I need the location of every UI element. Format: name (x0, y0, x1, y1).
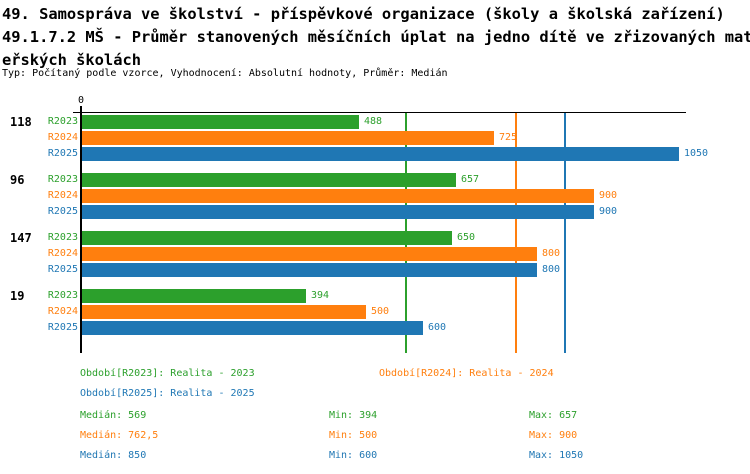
bar-r2025 (82, 147, 679, 161)
bar-r2024 (82, 247, 537, 261)
bar-value-label: 488 (364, 116, 383, 127)
bar-value-label: 650 (457, 232, 476, 243)
group-label: 147 (10, 231, 32, 245)
stat-min-r2024: Min: 500 (329, 430, 378, 441)
bar-r2023 (82, 231, 452, 245)
legend-item-r2025: Období[R2025]: Realita - 2025 (80, 388, 255, 399)
stat-max-r2024: Max: 900 (529, 430, 578, 441)
bar-value-label: 800 (542, 264, 561, 275)
page-title-line-3: eřských školách (2, 51, 141, 69)
stat-min-r2023: Min: 394 (329, 410, 378, 421)
bar-r2025 (82, 205, 594, 219)
group-label: 96 (10, 173, 25, 187)
group-label: 19 (10, 289, 25, 303)
page-title-line-1: 49. Samospráva ve školství - příspěvkové… (2, 5, 725, 23)
series-row-label-r2024: R2024 (47, 306, 78, 317)
bar-r2023 (82, 115, 359, 129)
bar-r2023 (82, 289, 306, 303)
series-row-label-r2023: R2023 (47, 232, 78, 243)
bar-value-label: 900 (599, 206, 618, 217)
bar-r2024 (82, 189, 594, 203)
bar-r2023 (82, 173, 456, 187)
bar-r2024 (82, 131, 494, 145)
bar-value-label: 800 (542, 248, 561, 259)
bar-r2025 (82, 263, 537, 277)
bar-value-label: 725 (499, 132, 518, 143)
series-row-label-r2025: R2025 (47, 322, 78, 333)
median-guide-line-r2024 (515, 113, 517, 353)
median-guide-line-r2025 (564, 113, 566, 353)
bar-r2024 (82, 305, 366, 319)
group-label: 118 (10, 115, 32, 129)
series-row-label-r2025: R2025 (47, 148, 78, 159)
stat-median-r2023: Medián: 569 (80, 410, 147, 421)
series-row-label-r2024: R2024 (47, 132, 78, 143)
x-axis-line (80, 112, 686, 113)
page-title-line-2: 49.1.7.2 MŠ - Průměr stanovených měsíční… (2, 28, 750, 46)
bar-value-label: 500 (371, 306, 390, 317)
legend-item-r2024: Období[R2024]: Realita - 2024 (379, 368, 554, 379)
bar-value-label: 657 (461, 174, 480, 185)
series-row-label-r2023: R2023 (47, 116, 78, 127)
chart-subtitle: Typ: Počítaný podle vzorce, Vyhodnocení:… (2, 68, 448, 79)
bar-value-label: 900 (599, 190, 618, 201)
bar-r2025 (82, 321, 423, 335)
stat-min-r2025: Min: 600 (329, 450, 378, 461)
series-row-label-r2025: R2025 (47, 264, 78, 275)
series-row-label-r2023: R2023 (47, 174, 78, 185)
stat-max-r2023: Max: 657 (529, 410, 578, 421)
stat-max-r2025: Max: 1050 (529, 450, 584, 461)
stat-median-r2025: Medián: 850 (80, 450, 147, 461)
x-axis-origin-label: 0 (77, 95, 85, 106)
series-row-label-r2024: R2024 (47, 190, 78, 201)
y-axis-line (80, 106, 82, 353)
series-row-label-r2023: R2023 (47, 290, 78, 301)
bar-value-label: 1050 (684, 148, 709, 159)
stat-median-r2024: Medián: 762,5 (80, 430, 159, 441)
series-row-label-r2024: R2024 (47, 248, 78, 259)
bar-value-label: 394 (311, 290, 330, 301)
series-row-label-r2025: R2025 (47, 206, 78, 217)
legend-item-r2023: Období[R2023]: Realita - 2023 (80, 368, 255, 379)
x-axis-tick (73, 112, 80, 113)
bar-value-label: 600 (428, 322, 447, 333)
